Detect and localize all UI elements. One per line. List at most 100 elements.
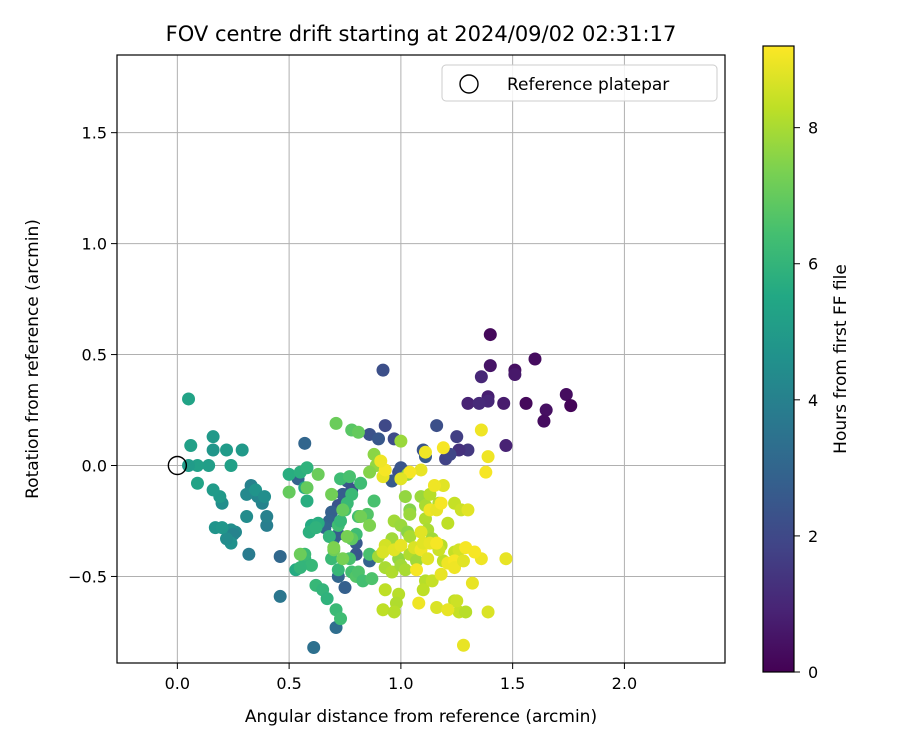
data-point	[220, 532, 234, 546]
data-point	[224, 459, 238, 473]
data-point	[334, 514, 348, 528]
y-tick-label: 0.5	[82, 346, 107, 365]
data-point	[528, 352, 542, 366]
data-point	[242, 547, 256, 561]
colorbar-tick-label: 0	[808, 663, 818, 682]
data-point	[468, 545, 482, 559]
data-point	[322, 530, 336, 544]
data-point	[206, 483, 220, 497]
data-point	[430, 536, 444, 550]
reference-marker	[167, 455, 188, 476]
data-point	[430, 601, 444, 615]
data-point	[564, 399, 578, 413]
data-point	[293, 561, 307, 575]
x-axis-ticks: 0.0 0.5 1.0 1.5 2.0	[165, 663, 637, 693]
data-point	[410, 563, 424, 577]
data-point	[206, 443, 220, 457]
data-point	[293, 547, 307, 561]
x-tick-label: 0.0	[165, 674, 190, 693]
legend: Reference platepar	[441, 64, 718, 102]
data-point	[434, 567, 448, 581]
data-point	[474, 423, 488, 437]
data-point	[298, 436, 312, 450]
colorbar-tick-label: 6	[808, 255, 818, 274]
data-point	[376, 545, 390, 559]
x-tick-label: 1.0	[388, 674, 413, 693]
data-point	[459, 605, 473, 619]
data-point	[327, 541, 341, 555]
data-point	[434, 496, 448, 510]
colorbar-tick-label: 8	[808, 119, 818, 138]
data-point	[414, 525, 428, 539]
data-point	[481, 450, 495, 464]
data-point	[338, 581, 352, 595]
data-point	[202, 459, 216, 473]
legend-marker-icon	[459, 74, 479, 94]
x-tick-label: 0.5	[276, 674, 301, 693]
data-point	[260, 510, 274, 524]
y-axis-label: Rotation from reference (arcmin)	[23, 219, 43, 499]
data-point	[258, 490, 272, 504]
data-point	[416, 583, 430, 597]
data-point	[372, 432, 386, 446]
data-point	[394, 472, 408, 486]
data-point	[378, 419, 392, 433]
data-point	[184, 439, 198, 453]
data-point	[365, 572, 379, 586]
data-point	[436, 441, 450, 455]
data-point	[374, 454, 388, 468]
data-point	[483, 359, 497, 373]
legend-label: Reference platepar	[507, 75, 669, 95]
colorbar-label: Hours from first FF file	[831, 264, 851, 454]
data-point	[309, 521, 323, 535]
data-point	[354, 476, 368, 490]
data-point	[559, 388, 573, 402]
data-point	[461, 443, 475, 457]
data-point	[336, 503, 350, 517]
data-point	[412, 596, 426, 610]
data-point	[394, 538, 408, 552]
colorbar-gradient	[762, 45, 795, 673]
data-point	[441, 603, 455, 617]
data-point	[367, 494, 381, 508]
data-point	[190, 459, 204, 473]
data-point	[220, 443, 234, 457]
data-point	[499, 552, 513, 566]
data-point	[387, 605, 401, 619]
x-tick-label: 2.0	[612, 674, 637, 693]
x-axis-label: Angular distance from reference (arcmin)	[245, 707, 597, 727]
data-point	[430, 419, 444, 433]
data-point	[307, 640, 321, 654]
data-point	[378, 583, 392, 597]
data-point	[519, 396, 533, 410]
reference-platepar-marker	[167, 455, 188, 476]
data-point	[403, 507, 417, 521]
data-point	[342, 470, 356, 484]
data-point	[311, 467, 325, 481]
data-point	[403, 465, 417, 479]
x-tick-label: 1.5	[500, 674, 525, 693]
data-point	[450, 594, 464, 608]
data-point	[508, 368, 522, 382]
data-point	[499, 439, 513, 453]
data-point	[414, 463, 428, 477]
data-point	[376, 363, 390, 377]
data-point	[340, 530, 354, 544]
data-point	[376, 603, 390, 617]
data-point	[240, 510, 254, 524]
data-point	[273, 589, 287, 603]
data-point	[304, 558, 318, 572]
data-point	[450, 430, 464, 444]
y-tick-label: 0.0	[82, 457, 107, 476]
data-point	[398, 563, 412, 577]
data-point	[421, 552, 435, 566]
data-point	[331, 563, 345, 577]
data-point	[363, 518, 377, 532]
data-point	[249, 483, 263, 497]
data-point	[336, 552, 350, 566]
data-point	[456, 554, 470, 568]
data-point	[385, 565, 399, 579]
data-point	[182, 459, 196, 473]
data-point	[206, 430, 220, 444]
